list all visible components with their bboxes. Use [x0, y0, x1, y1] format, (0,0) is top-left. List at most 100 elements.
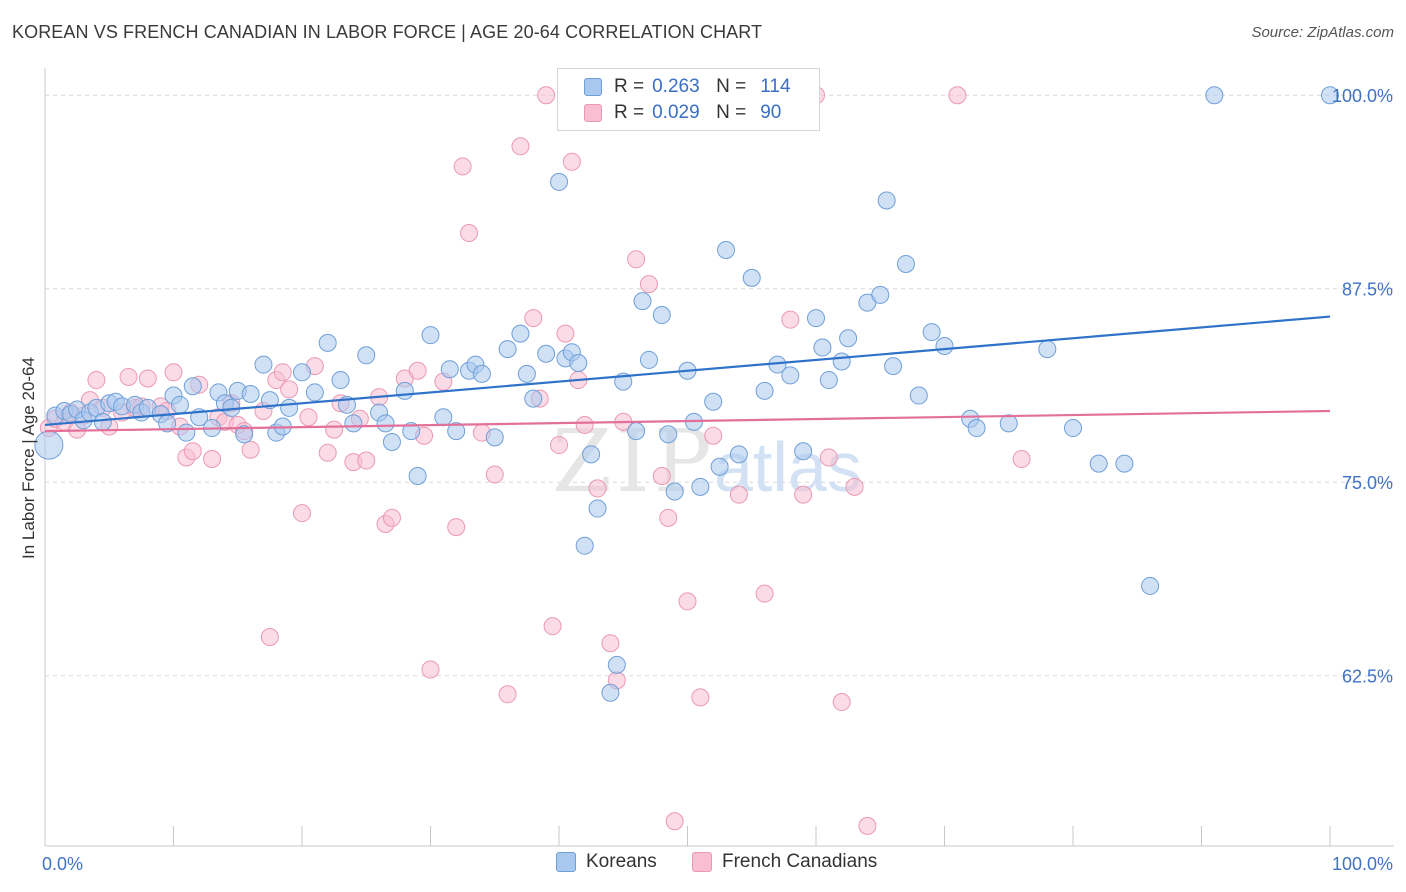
- korean-point: [382, 432, 401, 451]
- french-canadian-point: [408, 361, 427, 380]
- y-tick-label: 87.5%: [1342, 280, 1393, 300]
- korean-point: [93, 412, 112, 431]
- korean-point: [691, 477, 710, 496]
- korean-point: [235, 425, 254, 444]
- french-canadian-point: [858, 816, 877, 835]
- french-canadians-swatch: [584, 104, 602, 122]
- french-canadian-point: [138, 369, 157, 388]
- french-r-label: R =: [614, 102, 645, 123]
- french-canadian-point: [273, 363, 292, 382]
- korean-point: [183, 377, 202, 396]
- korean-point: [331, 371, 350, 390]
- koreans-swatch: [584, 78, 602, 96]
- french-canadian-point: [357, 451, 376, 470]
- korean-point: [440, 360, 459, 379]
- korean-point: [569, 354, 588, 373]
- french-canadian-point: [704, 426, 723, 445]
- korean-point: [839, 329, 858, 348]
- korean-point: [447, 422, 466, 441]
- korean-point: [511, 324, 530, 343]
- korean-point: [607, 655, 626, 674]
- korean-point: [421, 326, 440, 345]
- french-canadian-point: [183, 442, 202, 461]
- korean-point: [1089, 454, 1108, 473]
- french-canadian-point: [652, 467, 671, 486]
- french-canadians-points: [39, 86, 1031, 835]
- korean-point: [260, 391, 279, 410]
- french-canadian-point: [537, 86, 556, 105]
- korean-point: [1064, 419, 1082, 438]
- korean-point: [498, 340, 517, 359]
- korean-point: [877, 191, 896, 210]
- korean-point: [742, 268, 761, 287]
- korean-point: [1141, 576, 1160, 595]
- korean-point: [575, 536, 594, 555]
- korean-point: [922, 323, 941, 342]
- korean-point: [524, 389, 543, 408]
- grid-lines: [45, 94, 1394, 677]
- french-canadian-point: [382, 508, 401, 527]
- french-canadian-point: [164, 363, 183, 382]
- korean-point: [305, 383, 324, 402]
- korean-point: [999, 414, 1018, 433]
- x-tick-label: 0.0%: [42, 854, 83, 874]
- french-canadian-point: [203, 450, 222, 468]
- french-canadian-point: [556, 324, 575, 343]
- korean-point: [755, 381, 774, 400]
- legend-item-koreans[interactable]: Koreans: [556, 851, 657, 873]
- french-canadian-point: [845, 477, 864, 496]
- french-canadian-point: [485, 465, 504, 484]
- korean-point: [665, 482, 684, 501]
- french-canadian-point: [659, 508, 678, 527]
- french-canadian-point: [87, 371, 106, 390]
- korean-point: [601, 683, 620, 702]
- koreans-trend-line: [44, 315, 1331, 427]
- french-canadian-point: [453, 157, 472, 176]
- french-canadian-point: [781, 310, 800, 329]
- korean-point: [344, 414, 363, 433]
- korean-point: [652, 306, 671, 325]
- korean-point: [710, 457, 729, 476]
- french-canadian-point: [665, 812, 684, 831]
- korean-point: [408, 467, 427, 486]
- korean-point: [832, 352, 851, 371]
- y-axis-title: In Labor Force | Age 20-64: [19, 357, 38, 559]
- french-canadian-point: [524, 309, 543, 328]
- korean-point: [909, 386, 928, 405]
- legend-item-french-canadians[interactable]: French Canadians: [692, 851, 877, 873]
- korean-point: [1115, 454, 1134, 473]
- korean-point: [293, 363, 311, 382]
- french-canadian-point: [832, 693, 851, 712]
- korean-point: [434, 408, 453, 427]
- korean-point: [967, 419, 986, 438]
- french-canadian-point: [318, 443, 337, 462]
- french-canadian-point: [293, 504, 311, 523]
- korean-point: [935, 336, 954, 355]
- korean-point: [704, 392, 723, 411]
- french-canadian-point: [299, 408, 318, 427]
- french-r-value: 0.029: [652, 102, 700, 123]
- french-canadian-point: [511, 137, 530, 156]
- korean-point: [717, 241, 736, 260]
- korean-point: [177, 423, 196, 442]
- series-legend: Koreans French Canadians: [0, 851, 1406, 877]
- korean-point: [1321, 86, 1339, 105]
- french-canadian-point: [794, 485, 813, 504]
- french-canadian-point: [678, 592, 697, 611]
- korean-point: [550, 172, 568, 191]
- legend-row-koreans: R = 0.263 N = 114: [558, 74, 791, 100]
- french-canadian-point: [543, 617, 562, 636]
- french-canadian-point: [588, 479, 607, 498]
- chart-title: KOREAN VS FRENCH CANADIAN IN LABOR FORCE…: [12, 22, 763, 42]
- korean-point: [241, 384, 260, 403]
- korean-point: [729, 445, 748, 464]
- korean-point: [884, 357, 903, 376]
- korean-point: [318, 333, 337, 352]
- korean-point: [254, 355, 273, 374]
- french-canadian-point: [601, 634, 620, 653]
- french-canadian-point: [421, 660, 440, 679]
- trend-lines: [44, 315, 1331, 433]
- french-canadian-point: [729, 485, 748, 504]
- koreans-r-value: 0.263: [652, 76, 700, 97]
- french-canadian-point: [498, 685, 517, 704]
